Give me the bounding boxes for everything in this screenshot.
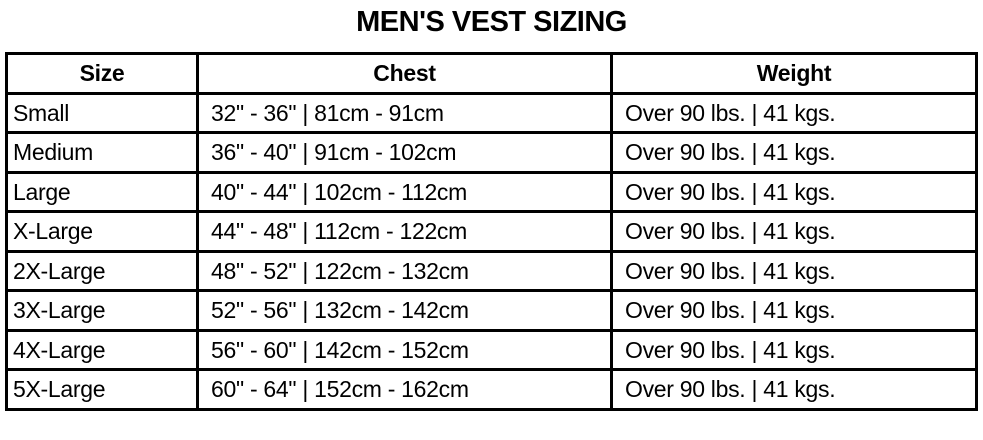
weight-cell: Over 90 lbs. | 41 kgs.: [610, 131, 978, 174]
chest-cell: 40" - 44" | 102cm - 112cm: [196, 170, 613, 213]
table-row: 2X-Large 48" - 52" | 122cm - 132cm Over 90…: [5, 249, 978, 292]
header-weight: Weight: [610, 52, 978, 95]
table-row: 3X-Large 52" - 56" | 132cm - 142cm Over 90…: [5, 289, 978, 332]
chest-cell: 56" - 60" | 142cm - 152cm: [196, 328, 613, 371]
weight-cell: Over 90 lbs. | 41 kgs.: [610, 328, 978, 371]
chest-cell: 44" - 48" | 112cm - 122cm: [196, 210, 613, 253]
size-cell: Medium: [5, 131, 199, 174]
size-cell: X-Large: [5, 210, 199, 253]
size-cell: 2X-Large: [5, 249, 199, 292]
size-cell: Large: [5, 170, 199, 213]
header-row: Size Chest Weight: [5, 52, 978, 95]
size-cell: 5X-Large: [5, 368, 199, 411]
sizing-table: Size Chest Weight Small 32" - 36" | 81cm …: [5, 52, 978, 411]
size-cell: Small: [5, 91, 199, 134]
header-chest: Chest: [196, 52, 613, 95]
weight-cell: Over 90 lbs. | 41 kgs.: [610, 289, 978, 332]
weight-cell: Over 90 lbs. | 41 kgs.: [610, 249, 978, 292]
weight-cell: Over 90 lbs. | 41 kgs.: [610, 170, 978, 213]
table-row: 4X-Large 56" - 60" | 142cm - 152cm Over 90…: [5, 328, 978, 371]
table-row: Large 40" - 44" | 102cm - 112cm Over 90 lb…: [5, 170, 978, 213]
weight-cell: Over 90 lbs. | 41 kgs.: [610, 368, 978, 411]
weight-cell: Over 90 lbs. | 41 kgs.: [610, 91, 978, 134]
table-row: Small 32" - 36" | 81cm - 91cm Over 90 lbs.…: [5, 91, 978, 134]
weight-cell: Over 90 lbs. | 41 kgs.: [610, 210, 978, 253]
header-size: Size: [5, 52, 199, 95]
table-row: X-Large 44" - 48" | 112cm - 122cm Over 90 …: [5, 210, 978, 253]
chest-cell: 52" - 56" | 132cm - 142cm: [196, 289, 613, 332]
chest-cell: 60" - 64" | 152cm - 162cm: [196, 368, 613, 411]
size-cell: 4X-Large: [5, 328, 199, 371]
table-row: 5X-Large 60" - 64" | 152cm - 162cm Over 90…: [5, 368, 978, 411]
chest-cell: 48" - 52" | 122cm - 132cm: [196, 249, 613, 292]
page-title: MEN'S VEST SIZING: [356, 6, 627, 38]
chest-cell: 32" - 36" | 81cm - 91cm: [196, 91, 613, 134]
table-row: Medium 36" - 40" | 91cm - 102cm Over 90 lb…: [5, 131, 978, 174]
size-cell: 3X-Large: [5, 289, 199, 332]
chest-cell: 36" - 40" | 91cm - 102cm: [196, 131, 613, 174]
